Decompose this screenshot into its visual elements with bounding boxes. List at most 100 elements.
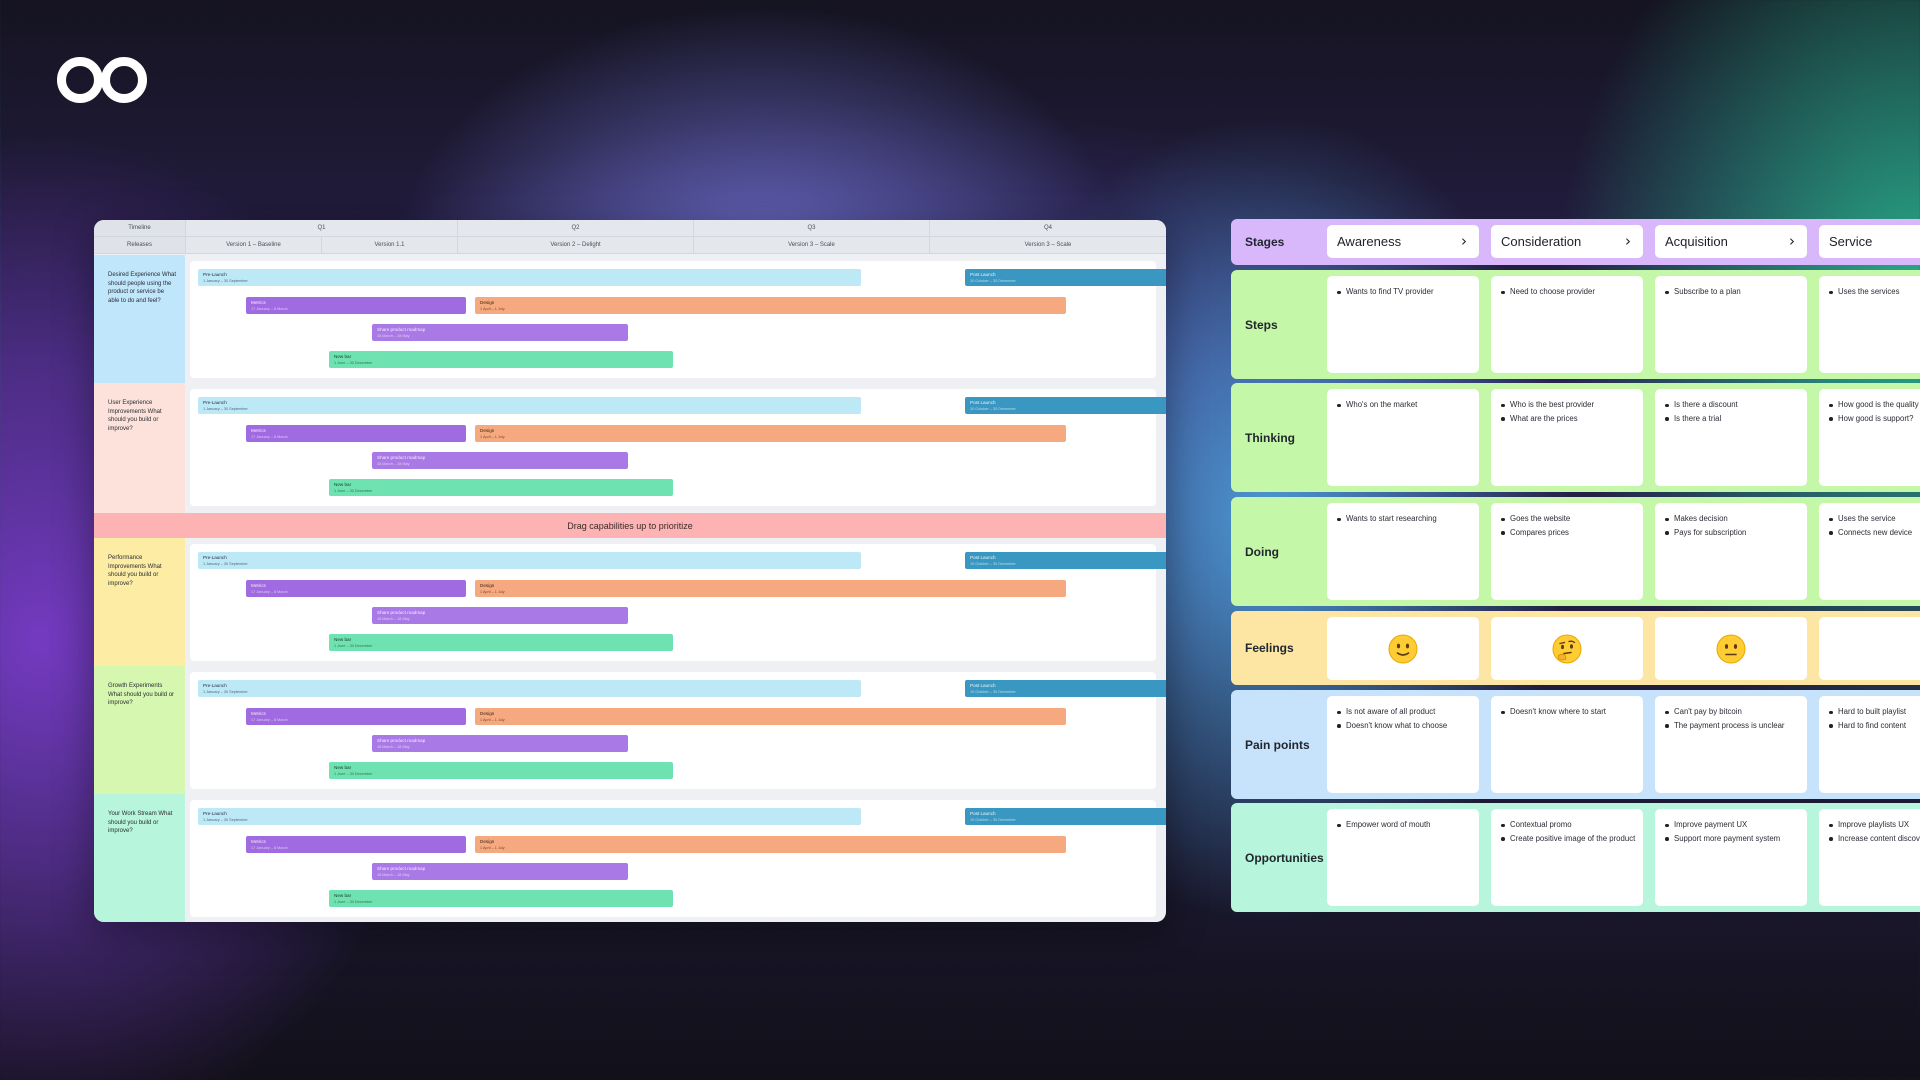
journey-card[interactable] (1491, 617, 1643, 680)
metrics-bar[interactable]: Metrics 17 January – 8 March (246, 708, 466, 725)
journey-card[interactable]: Empower word of mouth (1327, 809, 1479, 906)
bar-dates: 18 March – 18 May (377, 617, 410, 621)
share-roadmap-bar[interactable]: Share product roadmap 18 March – 18 May (372, 863, 628, 880)
stage-consideration[interactable]: Consideration › (1491, 225, 1643, 258)
journey-card[interactable]: Hard to built playlist Hard to find conte… (1819, 696, 1920, 793)
card-bullets: Doesn't know where to start (1501, 706, 1637, 719)
new-bar[interactable]: New bar 1 June – 30 December (329, 479, 673, 496)
design-bar[interactable]: Design 1 April – 1 July (475, 297, 1066, 314)
journey-card[interactable] (1655, 617, 1807, 680)
bar-dates: 18 March – 18 May (377, 873, 410, 877)
journey-card[interactable]: Can't pay by bitcoin The payment process … (1655, 696, 1807, 793)
quarter-q2: Q2 (458, 220, 694, 236)
card-bullet-item: Pays for subscription (1665, 527, 1801, 540)
new-bar[interactable]: New bar 1 June – 30 December (329, 762, 673, 779)
card-bullet-item: Contextual promo (1501, 819, 1637, 832)
card-bullets: Who's on the market (1337, 399, 1473, 412)
card-bullet-item: Subscribe to a plan (1665, 286, 1801, 299)
bar-dates: 1 June – 30 December (334, 772, 373, 776)
card-bullet-item: Create positive image of the product (1501, 833, 1637, 846)
card-bullets: Need to choose provider (1501, 286, 1637, 299)
journey-card[interactable] (1819, 617, 1920, 680)
journey-card[interactable]: Goes the website Compares prices (1491, 503, 1643, 600)
pre-launch-bar[interactable]: Pre-Launch 1 January – 30 September (198, 552, 861, 569)
pre-launch-bar[interactable]: Pre-Launch 1 January – 30 September (198, 808, 861, 825)
post-launch-bar[interactable]: Post Launch 10 October – 30 December (965, 808, 1166, 825)
roadmap-lane: Desired Experience What should people us… (94, 255, 1166, 384)
metrics-bar[interactable]: Metrics 17 January – 8 March (246, 425, 466, 442)
pre-launch-bar[interactable]: Pre-Launch 1 January – 30 September (198, 397, 861, 414)
new-bar[interactable]: New bar 1 June – 30 December (329, 890, 673, 907)
post-launch-bar[interactable]: Post Launch 10 October – 30 December (965, 397, 1166, 414)
row-label: Thinking (1245, 430, 1295, 445)
card-bullet-item: Wants to start researching (1337, 513, 1473, 526)
journey-card[interactable]: Improve payment UX Support more payment s… (1655, 809, 1807, 906)
new-bar[interactable]: New bar 1 June – 30 December (329, 351, 673, 368)
share-roadmap-bar[interactable]: Share product roadmap 18 March – 18 May (372, 324, 628, 341)
bar-dates: 10 October – 30 December (970, 562, 1016, 566)
stage-acquisition[interactable]: Acquisition › (1655, 225, 1807, 258)
journey-card[interactable]: Doesn't know where to start (1491, 696, 1643, 793)
design-bar[interactable]: Design 1 April – 1 July (475, 836, 1066, 853)
stage-awareness[interactable]: Awareness › (1327, 225, 1479, 258)
bar-dates: 18 March – 18 May (377, 334, 410, 338)
post-launch-bar[interactable]: Post Launch 10 October – 30 December (965, 552, 1166, 569)
share-roadmap-bar[interactable]: Share product roadmap 18 March – 18 May (372, 735, 628, 752)
stage-service[interactable]: Service (1819, 225, 1920, 258)
design-bar[interactable]: Design 1 April – 1 July (475, 580, 1066, 597)
chevron-right-icon: › (1461, 232, 1467, 250)
journey-card[interactable]: Who's on the market (1327, 389, 1479, 486)
bar-dates: 1 April – 1 July (480, 307, 505, 311)
bar-dates: 18 March – 18 May (377, 745, 410, 749)
roadmap-lane: Your Work Stream What should you build o… (94, 794, 1166, 922)
card-bullet-item: Doesn't know where to start (1501, 706, 1637, 719)
bar-title: Share product roadmap (377, 866, 426, 871)
slightly-smiling-face-icon (1388, 634, 1418, 663)
journey-card[interactable]: Makes decision Pays for subscription (1655, 503, 1807, 600)
journey-card[interactable]: Need to choose provider (1491, 276, 1643, 373)
bar-title: Share product roadmap (377, 738, 426, 743)
share-roadmap-bar[interactable]: Share product roadmap 18 March – 18 May (372, 607, 628, 624)
pre-launch-bar[interactable]: Pre-Launch 1 January – 30 September (198, 269, 861, 286)
journey-card[interactable]: Wants to start researching (1327, 503, 1479, 600)
journey-card[interactable]: Is there a discount Is there a trial (1655, 389, 1807, 486)
journey-card[interactable]: Uses the service Connects new device (1819, 503, 1920, 600)
journey-card[interactable]: Subscribe to a plan (1655, 276, 1807, 373)
design-bar[interactable]: Design 1 April – 1 July (475, 425, 1066, 442)
quarter-q4: Q4 (1043, 225, 1052, 231)
card-bullet-item: Can't pay by bitcoin (1665, 706, 1801, 719)
metrics-bar[interactable]: Metrics 17 January – 8 March (246, 836, 466, 853)
release-version: Version 3 – Scale (1024, 242, 1072, 248)
lane-board: Pre-Launch 1 January – 30 September Post L… (190, 544, 1166, 661)
journey-card[interactable]: Is not aware of all product Doesn't know … (1327, 696, 1479, 793)
post-launch-bar[interactable]: Post Launch 10 October – 30 December (965, 680, 1166, 697)
new-bar[interactable]: New bar 1 June – 30 December (329, 634, 673, 651)
bar-title: Design (480, 839, 495, 844)
quarter-q1: Q1 (186, 220, 458, 236)
pre-launch-bar[interactable]: Pre-Launch 1 January – 30 September (198, 680, 861, 697)
card-bullets: How good is the quality How good is suppo… (1829, 399, 1920, 425)
journey-card[interactable]: Wants to find TV provider (1327, 276, 1479, 373)
share-roadmap-bar[interactable]: Share product roadmap 18 March – 18 May (372, 452, 628, 469)
card-bullet-item: What are the prices (1501, 413, 1637, 426)
journey-card[interactable] (1327, 617, 1479, 680)
card-bullets: Is there a discount Is there a trial (1665, 399, 1801, 425)
lane-board: Pre-Launch 1 January – 30 September Post L… (190, 672, 1166, 789)
metrics-bar[interactable]: Metrics 17 January – 8 March (246, 297, 466, 314)
card-bullets: Improve payment UX Support more payment s… (1665, 819, 1801, 845)
journey-card[interactable]: How good is the quality How good is suppo… (1819, 389, 1920, 486)
journey-card[interactable]: Who is the best provider What are the pri… (1491, 389, 1643, 486)
design-bar[interactable]: Design 1 April – 1 July (475, 708, 1066, 725)
bar-title: Pre-Launch (203, 400, 227, 405)
card-bullet-item: The payment process is unclear (1665, 720, 1801, 733)
card-bullets: Goes the website Compares prices (1501, 513, 1637, 539)
chevron-right-icon: › (1789, 232, 1795, 250)
journey-card[interactable]: Contextual promo Create positive image of… (1491, 809, 1643, 906)
roadmap-lane: Performance Improvements What should you… (94, 538, 1166, 667)
journey-card[interactable]: Uses the services (1819, 276, 1920, 373)
bar-title: Post Launch (970, 555, 996, 560)
post-launch-bar[interactable]: Post Launch 10 October – 30 December (965, 269, 1166, 286)
metrics-bar[interactable]: Metrics 17 January – 8 March (246, 580, 466, 597)
journey-card[interactable]: Improve playlists UX Increase content dis… (1819, 809, 1920, 906)
bar-title: New bar (334, 354, 352, 359)
